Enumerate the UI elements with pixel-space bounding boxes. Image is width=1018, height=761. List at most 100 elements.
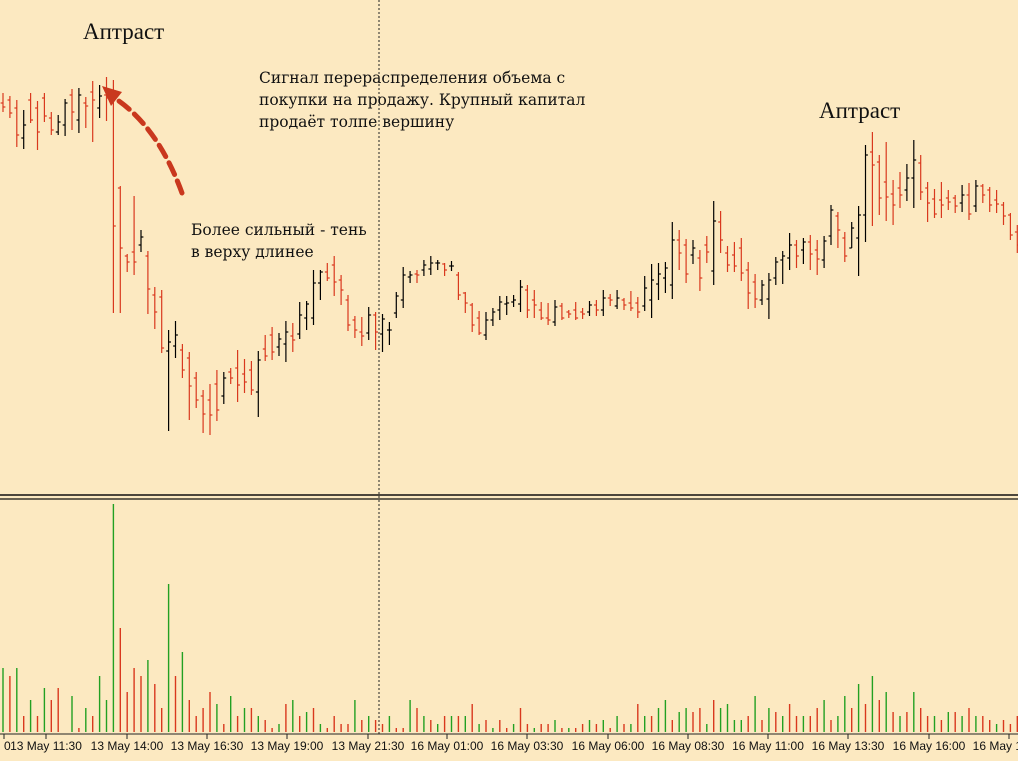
price-bar xyxy=(359,317,365,346)
price-bar xyxy=(235,350,240,402)
price-bar xyxy=(83,97,89,128)
price-bar xyxy=(249,361,254,395)
price-bar xyxy=(725,246,730,272)
price-bar xyxy=(1008,213,1013,240)
price-bar xyxy=(580,308,585,319)
price-bar xyxy=(69,89,75,130)
price-bar xyxy=(904,164,910,201)
price-bar xyxy=(145,251,151,314)
time-axis-ticks: 0 13 May 11:30 13 May 14:00 13 May 16:30 13 … xyxy=(3,734,1018,753)
x-tick-label: 16 May 03:30 xyxy=(491,739,564,753)
price-bar xyxy=(566,310,572,318)
price-bar xyxy=(545,303,551,325)
price-bar xyxy=(304,301,309,330)
price-bar xyxy=(414,270,420,283)
price-bar xyxy=(787,233,792,270)
price-bar xyxy=(704,236,710,263)
upthrust-arrow xyxy=(102,86,185,196)
price-bar xyxy=(497,296,503,320)
price-bar xyxy=(807,235,813,270)
price-bar xyxy=(925,182,930,222)
price-bar xyxy=(821,236,827,268)
price-bar xyxy=(635,297,641,318)
x-tick-label: 13 May 14:00 xyxy=(91,739,164,753)
x-tick-label: 13 May 16:30 xyxy=(171,739,244,753)
arrow-shaft xyxy=(113,96,185,196)
price-bar xyxy=(711,201,717,285)
price-bar xyxy=(221,372,227,404)
price-bar xyxy=(255,351,261,417)
price-bar xyxy=(683,239,689,283)
price-bar xyxy=(42,93,47,122)
price-bar xyxy=(483,312,489,340)
x-tick-label: 13 May 21:30 xyxy=(332,739,405,753)
price-bar xyxy=(14,100,20,147)
price-bar xyxy=(738,238,744,281)
price-bar xyxy=(152,287,158,329)
price-bar xyxy=(0,93,6,112)
price-bar xyxy=(732,242,737,272)
price-bar xyxy=(117,186,123,313)
price-bar xyxy=(166,330,171,431)
price-bar xyxy=(297,302,303,339)
price-bar xyxy=(262,335,268,361)
price-bar xyxy=(173,321,178,358)
price-bar xyxy=(766,273,772,319)
price-bar xyxy=(28,93,33,123)
price-bar xyxy=(828,205,834,245)
price-bar xyxy=(186,352,192,420)
price-bar xyxy=(973,180,979,212)
price-bar xyxy=(476,311,482,335)
price-bar xyxy=(538,302,544,320)
price-bar xyxy=(966,183,972,220)
upthrust-right-label: Аптраст xyxy=(819,98,901,123)
price-bar xyxy=(621,298,627,310)
price-bar xyxy=(856,206,861,276)
price-bar xyxy=(193,372,199,408)
price-bar xyxy=(393,292,399,318)
price-bar xyxy=(883,142,889,221)
price-bar xyxy=(180,344,185,378)
price-bar xyxy=(759,280,765,305)
price-bar xyxy=(773,257,779,285)
x-tick-label: 13 May 11:30 xyxy=(10,739,82,753)
price-bar xyxy=(387,322,392,345)
price-bar xyxy=(987,187,993,212)
price-bar xyxy=(21,110,27,149)
price-bar xyxy=(318,270,323,300)
price-bar xyxy=(752,274,758,308)
price-bar xyxy=(311,270,316,325)
price-bar xyxy=(97,85,102,118)
price-bar xyxy=(214,370,220,421)
price-bar xyxy=(228,368,234,384)
price-bar xyxy=(849,222,855,249)
price-bar xyxy=(525,285,530,318)
price-bar xyxy=(531,290,537,318)
price-bar xyxy=(863,145,868,242)
price-bar xyxy=(676,230,682,270)
price-bar xyxy=(552,300,558,326)
price-bar xyxy=(456,272,461,300)
price-bar xyxy=(62,99,68,136)
price-bar xyxy=(207,384,213,435)
price-bar xyxy=(980,184,986,203)
price-bar xyxy=(345,295,351,331)
price-bar xyxy=(656,263,661,300)
price-bar xyxy=(932,189,937,218)
price-bar xyxy=(373,312,378,350)
price-bar xyxy=(511,295,516,307)
volume-signal-note: Сигнал перераспределения объема с покупк… xyxy=(259,69,586,131)
stronger-shadow-note: Более сильный - тень в верху длинее xyxy=(191,221,367,261)
price-bar xyxy=(283,321,289,362)
price-bar xyxy=(663,262,668,293)
price-bar xyxy=(718,211,723,253)
price-bar xyxy=(614,290,620,309)
price-bar xyxy=(918,155,924,200)
price-bar xyxy=(959,185,965,212)
price-bar xyxy=(669,222,675,299)
price-bar xyxy=(897,172,903,208)
price-bar xyxy=(600,290,606,316)
price-bar xyxy=(876,155,882,215)
price-bar xyxy=(442,263,447,276)
